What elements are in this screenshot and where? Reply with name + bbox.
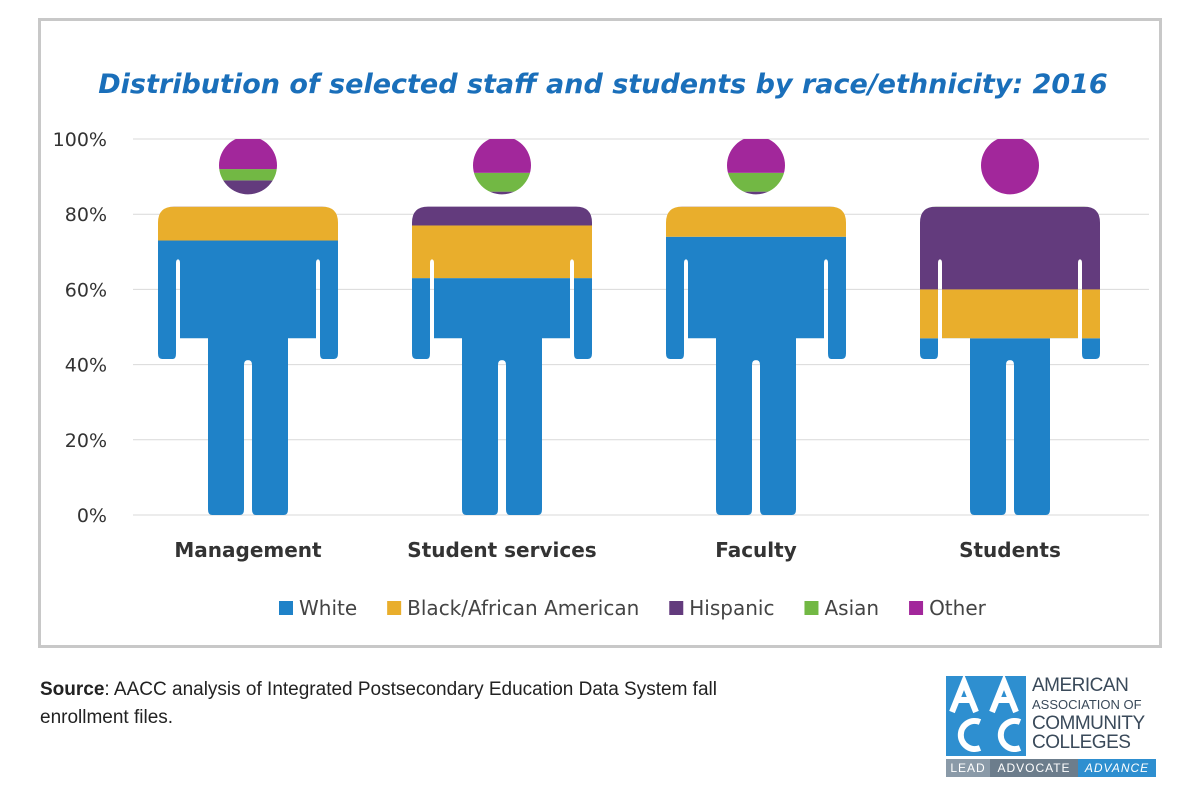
figure-0 — [158, 139, 338, 515]
segment-asian — [412, 172, 592, 192]
segment-black-african-american — [158, 206, 338, 241]
aacc-logo-text: AMERICAN ASSOCIATION OF COMMUNITY COLLEG… — [1032, 676, 1145, 752]
segment-asian — [920, 195, 1100, 207]
category-label: Management — [174, 538, 322, 562]
figure-3 — [920, 139, 1100, 515]
segment-white — [666, 236, 846, 515]
logo-line-3: COMMUNITY — [1032, 713, 1145, 734]
legend-swatch — [909, 601, 924, 615]
y-tick-label: 0% — [77, 505, 107, 527]
segment-asian — [666, 172, 846, 192]
segment-hispanic — [666, 191, 846, 207]
category-label: Faculty — [715, 538, 797, 562]
aacc-logo-tagline: LEAD ADVOCATE ADVANCE — [946, 759, 1156, 777]
y-tick-label: 100% — [53, 129, 107, 151]
source-text: : AACC analysis of Integrated Postsecond… — [40, 679, 717, 728]
tagline-advance: ADVANCE — [1078, 759, 1156, 777]
legend-label: White — [299, 596, 357, 620]
segment-other — [920, 139, 1100, 196]
legend-label: Other — [929, 596, 987, 620]
aacc-logo-mark-icon — [946, 673, 1026, 756]
legend-swatch — [279, 601, 293, 615]
y-tick-label: 80% — [65, 204, 107, 226]
aacc-logo: AMERICAN ASSOCIATION OF COMMUNITY COLLEG… — [946, 673, 1156, 778]
tagline-advocate: ADVOCATE — [990, 759, 1078, 777]
figure-1 — [412, 139, 592, 515]
segment-hispanic — [920, 206, 1100, 290]
legend-swatch — [387, 601, 402, 615]
legend-label: Hispanic — [689, 596, 774, 620]
segment-other — [158, 139, 338, 170]
chart-title: Distribution of selected staff and stude… — [98, 69, 1108, 100]
y-tick-label: 60% — [65, 279, 107, 301]
source-note: Source: AACC analysis of Integrated Post… — [40, 676, 800, 732]
figure-2 — [666, 139, 846, 515]
logo-line-1: AMERICAN — [1032, 675, 1129, 696]
chart-frame: Distribution of selected staff and stude… — [38, 18, 1162, 648]
logo-line-2: ASSOCIATION OF — [1032, 697, 1142, 712]
logo-line-4: COLLEGES — [1032, 732, 1131, 753]
legend-swatch — [804, 601, 819, 615]
category-label: Student services — [407, 538, 596, 562]
segment-white — [158, 240, 338, 515]
y-tick-label: 40% — [65, 355, 107, 377]
segment-other — [666, 139, 846, 173]
segment-hispanic — [412, 191, 592, 226]
segment-hispanic — [158, 180, 338, 207]
segment-black-african-american — [666, 206, 846, 237]
chart-plot: 0% 20% 40% 60% 80% 100% Management Student serv… — [53, 129, 1149, 620]
legend-label: Black/African American — [407, 596, 639, 620]
segment-black-african-american — [920, 289, 1100, 339]
tagline-lead: LEAD — [946, 759, 990, 777]
legend-swatch — [669, 601, 684, 615]
y-tick-label: 20% — [65, 430, 107, 452]
legend-label: Asian — [824, 596, 879, 620]
source-label: Source — [40, 679, 105, 700]
segment-black-african-american — [412, 225, 592, 279]
category-label: Students — [959, 538, 1061, 562]
segment-white — [412, 278, 592, 515]
segment-asian — [158, 169, 338, 181]
segment-other — [412, 139, 592, 173]
